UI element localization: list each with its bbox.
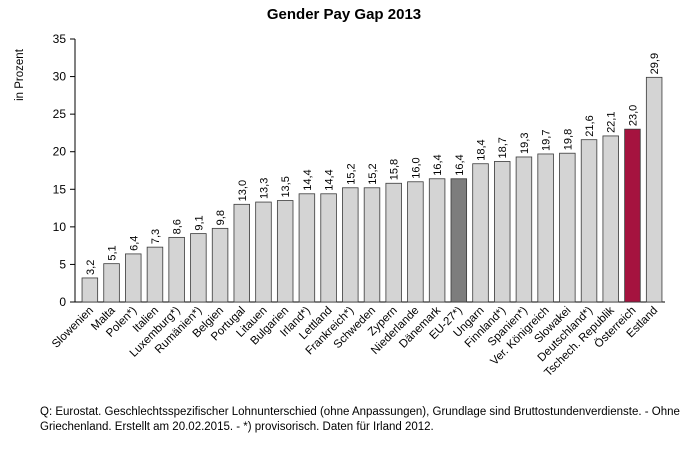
value-label: 18,7 [497, 137, 509, 158]
value-label: 3,2 [85, 260, 97, 275]
value-labels: 3,2 5,1 6,4 7,3 8,6 9,1 9,8 13,0 13,3 13,5 14,4 14,… [85, 53, 661, 275]
y-axis-title: in Prozent [14, 48, 26, 101]
value-label: 5,1 [107, 245, 119, 260]
bar [428, 178, 446, 303]
bar [363, 187, 381, 303]
bar [233, 203, 250, 303]
bar [602, 135, 619, 303]
bar [342, 187, 359, 303]
y-tick-label: 10 [53, 220, 67, 234]
source-note: Q: Eurostat. Geschlechtsspezifischer Loh… [40, 406, 680, 433]
value-label: 13,5 [280, 176, 292, 197]
bars [81, 76, 663, 303]
bar [494, 161, 511, 303]
bar [515, 156, 533, 303]
value-label: 15,8 [389, 159, 401, 180]
value-label: 22,1 [606, 112, 618, 133]
bar [81, 277, 99, 303]
bar [537, 153, 554, 303]
value-label: 19,3 [519, 133, 531, 154]
value-label: 19,8 [562, 129, 574, 150]
y-tick-label: 25 [53, 107, 67, 121]
bar [146, 246, 164, 303]
bar [624, 128, 641, 303]
bar [125, 253, 142, 303]
bar [211, 227, 229, 303]
bar [320, 193, 337, 303]
value-label: 7,3 [150, 229, 162, 244]
bar [255, 201, 272, 303]
value-label: 21,6 [584, 115, 596, 136]
bar-chart: 0 5 10 15 20 25 30 35 3,2 5,1 6,4 7,3 8,6 9,1 9,8 13,0… [14, 32, 665, 379]
y-tick-label: 5 [59, 257, 66, 271]
value-label: 19,7 [541, 130, 553, 151]
y-tick-label: 30 [53, 70, 67, 84]
bar [168, 236, 185, 303]
bar [407, 181, 424, 303]
value-label: 29,9 [649, 53, 661, 74]
value-label: 13,0 [237, 180, 249, 201]
category-label: Slowenien [50, 305, 96, 351]
value-label: 18,4 [476, 139, 488, 160]
value-label: 15,2 [367, 163, 379, 184]
bar [385, 182, 402, 303]
bar [450, 178, 468, 303]
bar [645, 76, 663, 303]
value-label: 9,1 [193, 215, 205, 230]
bar [190, 233, 207, 303]
bar [559, 152, 576, 303]
y-tick-label: 20 [53, 145, 67, 159]
value-label: 8,6 [172, 219, 184, 234]
value-label: 23,0 [627, 105, 639, 126]
bar [103, 263, 120, 303]
value-label: 6,4 [128, 236, 140, 251]
value-label: 16,0 [410, 157, 422, 178]
value-label: 9,8 [215, 210, 227, 225]
bar [580, 139, 598, 303]
value-label: 15,2 [345, 163, 357, 184]
value-label: 13,3 [258, 178, 270, 199]
bar [472, 163, 489, 303]
value-label: 16,4 [432, 154, 444, 175]
value-label: 14,4 [302, 169, 314, 190]
y-tick-label: 0 [59, 295, 66, 309]
value-label: 14,4 [324, 169, 336, 190]
bar [276, 200, 294, 303]
bar [298, 193, 316, 303]
value-label: 16,4 [454, 154, 466, 175]
chart-title: Gender Pay Gap 2013 [266, 6, 422, 23]
y-tick-label: 35 [53, 32, 67, 46]
category-labels: SlowenienMaltaPolen*)ItalienLuxemburg*)R… [50, 304, 660, 379]
y-tick-label: 15 [53, 182, 67, 196]
